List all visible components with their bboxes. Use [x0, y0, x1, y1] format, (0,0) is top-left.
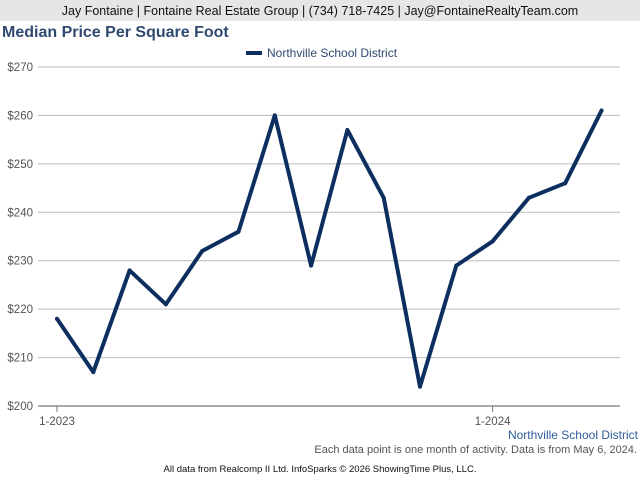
- data-credit: All data from Realcomp II Ltd. InfoSpark…: [163, 464, 477, 475]
- data-note: Each data point is one month of activity…: [314, 444, 637, 456]
- data-point: [272, 113, 277, 118]
- data-point: [454, 263, 459, 268]
- data-point: [91, 370, 96, 375]
- legend-label: Northville School District: [267, 46, 398, 60]
- x-tick-label: 1-2024: [475, 416, 511, 428]
- chart-legend: Northville School District: [246, 46, 397, 60]
- data-point: [418, 384, 422, 389]
- y-tick-label: $200: [7, 401, 33, 413]
- data-point: [490, 239, 495, 244]
- data-point: [381, 195, 386, 200]
- legend-swatch: [246, 51, 262, 55]
- contact-header: Jay Fontaine | Fontaine Real Estate Grou…: [0, 0, 640, 21]
- data-point: [200, 249, 205, 254]
- data-point: [526, 195, 531, 200]
- y-tick-label: $250: [7, 159, 33, 171]
- x-tick-label: 1-2023: [39, 416, 75, 428]
- y-tick-label: $210: [7, 353, 33, 365]
- y-tick-label: $230: [7, 256, 33, 268]
- series-line: [55, 108, 604, 389]
- region-label: Northville School District: [507, 428, 638, 442]
- data-point: [345, 127, 350, 132]
- data-point: [55, 316, 59, 321]
- data-point: [127, 268, 132, 273]
- data-point: [236, 229, 241, 234]
- data-point: [599, 108, 604, 113]
- y-tick-label: $220: [7, 304, 33, 316]
- data-point: [563, 181, 568, 186]
- y-tick-label: $260: [7, 110, 33, 122]
- y-tick-label: $270: [7, 62, 33, 74]
- y-tick-label: $240: [7, 207, 33, 219]
- chart-title: Median Price Per Square Foot: [2, 24, 229, 41]
- data-point: [309, 263, 314, 268]
- data-point: [163, 302, 168, 307]
